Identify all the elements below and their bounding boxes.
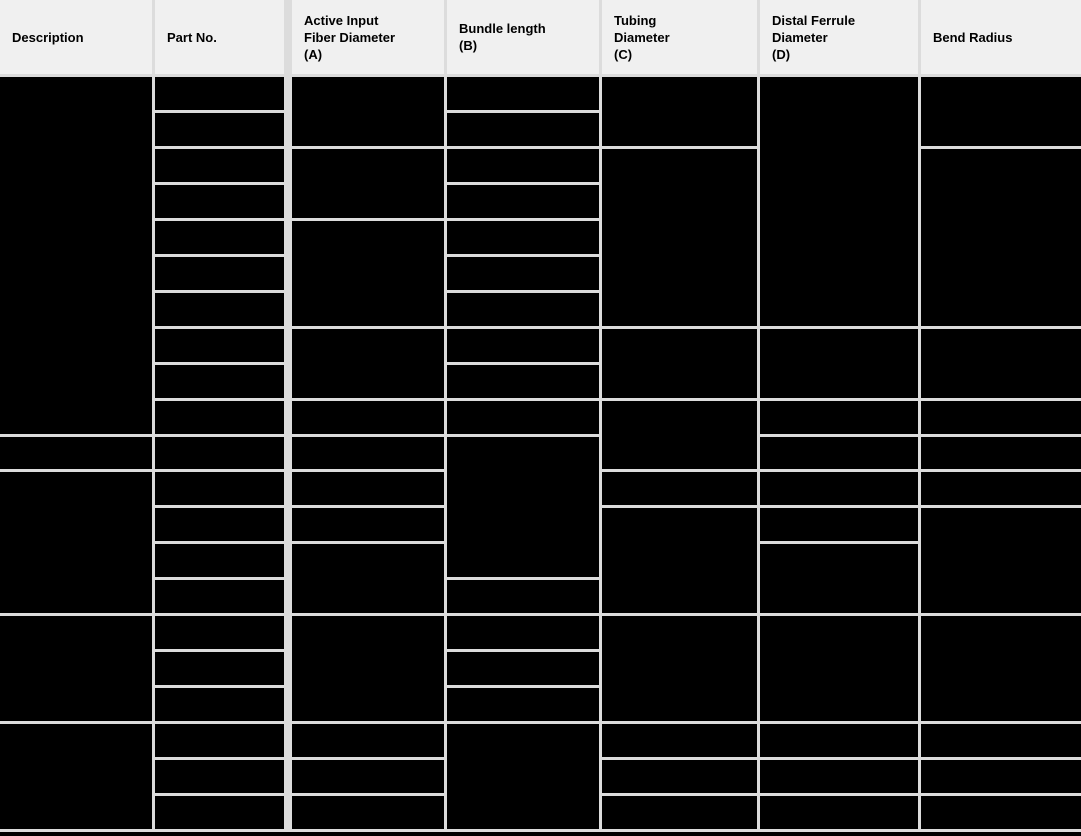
header-cell-tubing: Tubing Diameter (C)	[602, 0, 757, 74]
redacted-cell-tubing-4	[602, 400, 757, 470]
redacted-cell-distal-ferrule-1	[760, 77, 918, 326]
header-cell-bundle-length: Bundle length (B)	[447, 0, 599, 74]
redacted-cell-bundle-length-8	[447, 328, 599, 362]
redacted-cell-tubing-3	[602, 328, 757, 398]
redacted-cell-distal-ferrule-6	[760, 508, 918, 542]
redacted-cell-bend-radius-11	[921, 796, 1081, 829]
redacted-cell-bend-radius-6	[921, 472, 1081, 506]
header-cell-distal-ferrule: Distal Ferrule Diameter (D)	[760, 0, 918, 74]
redacted-cell-description-4	[0, 616, 152, 722]
redacted-cell-bundle-length-15	[447, 688, 599, 722]
redacted-cell-tubing-2	[602, 148, 757, 326]
header-cell-description: Description	[0, 0, 152, 74]
redacted-cell-distal-ferrule-2	[760, 328, 918, 398]
redacted-cell-bundle-length-9	[447, 364, 599, 398]
redacted-cell-bundle-length-11	[447, 436, 599, 578]
redacted-cell-bundle-length-14	[447, 652, 599, 686]
redacted-cell-distal-ferrule-5	[760, 472, 918, 506]
redacted-cell-active-input-10	[292, 616, 444, 722]
redacted-cell-active-input-2	[292, 148, 444, 218]
header-cell-active-input: Active Input Fiber Diameter (A)	[292, 0, 444, 74]
redacted-cell-part-no-1	[155, 77, 284, 110]
redacted-cell-part-no-19	[155, 724, 284, 758]
redacted-cell-active-input-6	[292, 436, 444, 470]
redacted-cell-bend-radius-7	[921, 508, 1081, 614]
redacted-cell-description-5	[0, 724, 152, 829]
frozen-column-divider	[287, 0, 289, 829]
header-cell-part-no: Part No.	[155, 0, 284, 74]
redacted-cell-bend-radius-10	[921, 760, 1081, 794]
redacted-cell-bundle-length-13	[447, 616, 599, 650]
redacted-cell-distal-ferrule-3	[760, 400, 918, 434]
redacted-cell-distal-ferrule-9	[760, 724, 918, 758]
redacted-cell-part-no-21	[155, 796, 284, 829]
redacted-cell-tubing-1	[602, 77, 757, 146]
redacted-cell-part-no-11	[155, 436, 284, 470]
table-bottom-border	[0, 832, 1081, 836]
redacted-cell-bend-radius-2	[921, 148, 1081, 326]
redacted-cell-part-no-4	[155, 184, 284, 218]
redacted-cell-active-input-13	[292, 796, 444, 829]
redacted-cell-part-no-9	[155, 364, 284, 398]
redacted-cell-description-3	[0, 472, 152, 614]
redacted-cell-bend-radius-5	[921, 436, 1081, 470]
redacted-cell-bundle-length-7	[447, 292, 599, 326]
redacted-cell-tubing-9	[602, 760, 757, 794]
redacted-cell-active-input-5	[292, 400, 444, 434]
redacted-cell-bend-radius-9	[921, 724, 1081, 758]
redacted-cell-bend-radius-3	[921, 328, 1081, 398]
redacted-cell-bundle-length-6	[447, 256, 599, 290]
redacted-cell-part-no-10	[155, 400, 284, 434]
redacted-cell-distal-ferrule-11	[760, 796, 918, 829]
redacted-cell-part-no-17	[155, 652, 284, 686]
redacted-cell-part-no-20	[155, 760, 284, 794]
redacted-cell-active-input-11	[292, 724, 444, 758]
redacted-cell-description-1	[0, 77, 152, 434]
redacted-cell-part-no-2	[155, 112, 284, 146]
redacted-cell-bend-radius-4	[921, 400, 1081, 434]
redacted-cell-part-no-8	[155, 328, 284, 362]
redacted-cell-active-input-4	[292, 328, 444, 398]
redacted-cell-part-no-14	[155, 544, 284, 578]
redacted-cell-tubing-7	[602, 616, 757, 722]
redacted-cell-distal-ferrule-10	[760, 760, 918, 794]
redacted-cell-distal-ferrule-7	[760, 544, 918, 614]
redacted-cell-part-no-3	[155, 148, 284, 182]
redacted-cell-bundle-length-12	[447, 580, 599, 614]
redacted-cell-description-2	[0, 436, 152, 470]
redacted-cell-part-no-16	[155, 616, 284, 650]
redacted-cell-bundle-length-1	[447, 77, 599, 110]
redacted-cell-tubing-6	[602, 508, 757, 614]
redacted-cell-active-input-1	[292, 77, 444, 146]
redacted-cell-part-no-6	[155, 256, 284, 290]
redacted-cell-part-no-7	[155, 292, 284, 326]
redacted-cell-part-no-18	[155, 688, 284, 722]
redacted-cell-part-no-13	[155, 508, 284, 542]
redacted-cell-distal-ferrule-4	[760, 436, 918, 470]
redacted-cell-bundle-length-16	[447, 724, 599, 829]
redacted-cell-tubing-8	[602, 724, 757, 758]
redacted-cell-tubing-5	[602, 472, 757, 506]
redacted-cell-bundle-length-5	[447, 220, 599, 254]
redacted-cell-bundle-length-2	[447, 112, 599, 146]
redacted-cell-distal-ferrule-8	[760, 616, 918, 722]
redacted-cell-part-no-15	[155, 580, 284, 614]
redacted-cell-bundle-length-4	[447, 184, 599, 218]
redacted-cell-active-input-7	[292, 472, 444, 506]
redacted-cell-active-input-3	[292, 220, 444, 326]
redacted-cell-bend-radius-8	[921, 616, 1081, 722]
redacted-cell-active-input-8	[292, 508, 444, 542]
redacted-cell-bend-radius-1	[921, 77, 1081, 146]
redacted-cell-part-no-12	[155, 472, 284, 506]
redacted-cell-bundle-length-10	[447, 400, 599, 434]
redacted-cell-part-no-5	[155, 220, 284, 254]
redacted-cell-active-input-9	[292, 544, 444, 614]
header-cell-bend-radius: Bend Radius	[921, 0, 1081, 74]
redacted-cell-tubing-10	[602, 796, 757, 829]
redacted-cell-active-input-12	[292, 760, 444, 794]
redacted-cell-bundle-length-3	[447, 148, 599, 182]
